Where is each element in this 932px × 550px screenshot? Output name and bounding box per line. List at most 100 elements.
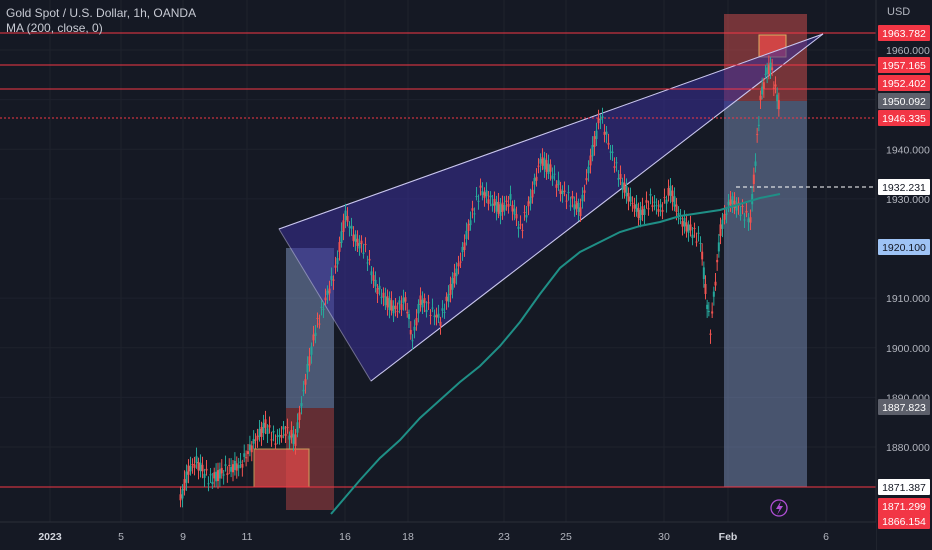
- svg-text:1963.782: 1963.782: [882, 28, 926, 40]
- candle-body: [539, 159, 542, 164]
- candle-body: [529, 196, 532, 204]
- price-tags: 1963.782 1957.165 1952.402 1950.092 1946.335…: [878, 25, 930, 529]
- candle-body: [211, 481, 214, 485]
- candle-body: [406, 311, 409, 314]
- lightning-icon[interactable]: [770, 499, 788, 517]
- candle-body: [222, 474, 225, 476]
- candle-body: [195, 456, 198, 464]
- candle-body: [256, 435, 259, 440]
- candle-body: [209, 474, 212, 476]
- candle-body: [362, 252, 365, 254]
- candle-body: [687, 224, 690, 233]
- candle-body: [543, 158, 546, 170]
- candle-body: [745, 210, 748, 213]
- candle-body: [495, 201, 498, 212]
- candle-body: [232, 464, 234, 473]
- candle-body: [352, 234, 355, 241]
- time-axis-panel[interactable]: [0, 522, 876, 550]
- svg-text:1946.335: 1946.335: [882, 113, 926, 125]
- candle-body: [471, 208, 474, 211]
- candle-body: [298, 412, 301, 420]
- price-tick-label: 1900.000: [886, 343, 930, 355]
- candle-body: [408, 314, 410, 320]
- candle-body: [617, 177, 620, 180]
- candle-body: [505, 200, 508, 202]
- candle-body: [475, 196, 478, 198]
- date-tick-label: 23: [498, 531, 510, 543]
- entry-box-left: [253, 448, 310, 488]
- date-tick-label: Feb: [719, 531, 738, 543]
- candle-body: [378, 285, 381, 290]
- candle-body: [326, 290, 329, 295]
- candle-body: [731, 196, 734, 204]
- candle-body: [328, 288, 331, 294]
- candle-body: [661, 209, 664, 212]
- candle-body: [613, 166, 616, 168]
- candle-body: [308, 356, 311, 366]
- candle-body: [356, 238, 359, 246]
- candle-body: [704, 284, 707, 294]
- candle-body: [503, 204, 506, 211]
- candle-body: [201, 464, 204, 472]
- candle-body: [217, 470, 219, 481]
- price-tag-last-price: 1946.335: [878, 110, 930, 126]
- candle-body: [354, 234, 357, 242]
- candle-body: [205, 468, 208, 471]
- candle-body: [473, 213, 476, 215]
- candle-body: [712, 291, 715, 297]
- candle-body: [772, 87, 775, 89]
- candle-body: [228, 464, 231, 466]
- candle-body: [559, 189, 562, 194]
- symbol-title[interactable]: Gold Spot / U.S. Dollar, 1h, OANDA: [6, 6, 197, 20]
- candle-body: [585, 178, 588, 181]
- candle-body: [463, 242, 466, 250]
- candle-body: [388, 298, 391, 310]
- candle-body: [702, 267, 705, 280]
- candle-body: [757, 124, 760, 126]
- candle-body: [258, 428, 261, 437]
- candle-body: [575, 201, 578, 209]
- horizontal-levels: [0, 32, 876, 488]
- candle-body: [767, 64, 770, 75]
- indicator-title[interactable]: MA (200, close, 0): [6, 21, 103, 35]
- date-tick-label: 18: [402, 531, 414, 543]
- candle-body: [601, 116, 604, 118]
- candle-body: [189, 465, 192, 472]
- candle-body: [421, 299, 424, 308]
- candle-body: [449, 284, 452, 295]
- candle-body: [549, 164, 552, 172]
- candle-body: [183, 479, 186, 491]
- price-axis-panel[interactable]: [876, 0, 932, 550]
- candle-body: [185, 471, 188, 483]
- candle-body: [641, 206, 644, 215]
- candle-body: [187, 465, 190, 475]
- candle-body: [318, 323, 321, 325]
- candle-body: [336, 258, 339, 265]
- candle-body: [302, 389, 305, 392]
- price-tag-line-1957: 1957.165: [878, 57, 930, 73]
- candle-body: [457, 263, 460, 267]
- candle-body: [521, 229, 524, 231]
- candle-body: [739, 214, 742, 216]
- candle-body: [777, 100, 780, 110]
- candle-body: [695, 241, 698, 243]
- candle-body: [324, 297, 327, 301]
- candle-body: [593, 136, 596, 147]
- candle-body: [409, 329, 412, 335]
- candle-body: [651, 205, 654, 207]
- candle-body: [647, 208, 650, 210]
- currency-unit: USD: [887, 6, 911, 18]
- candle-body: [386, 296, 389, 308]
- candle-body: [215, 471, 218, 482]
- candle-body: [264, 419, 267, 428]
- candle-body: [262, 422, 265, 434]
- candle-body: [766, 67, 769, 75]
- price-tick-label: 1910.000: [886, 293, 930, 305]
- svg-text:1920.100: 1920.100: [882, 242, 926, 254]
- candle-body: [445, 296, 448, 301]
- candle-body: [300, 402, 303, 407]
- candle-body: [707, 311, 710, 313]
- candle-body: [203, 473, 206, 478]
- candle-body: [764, 73, 767, 75]
